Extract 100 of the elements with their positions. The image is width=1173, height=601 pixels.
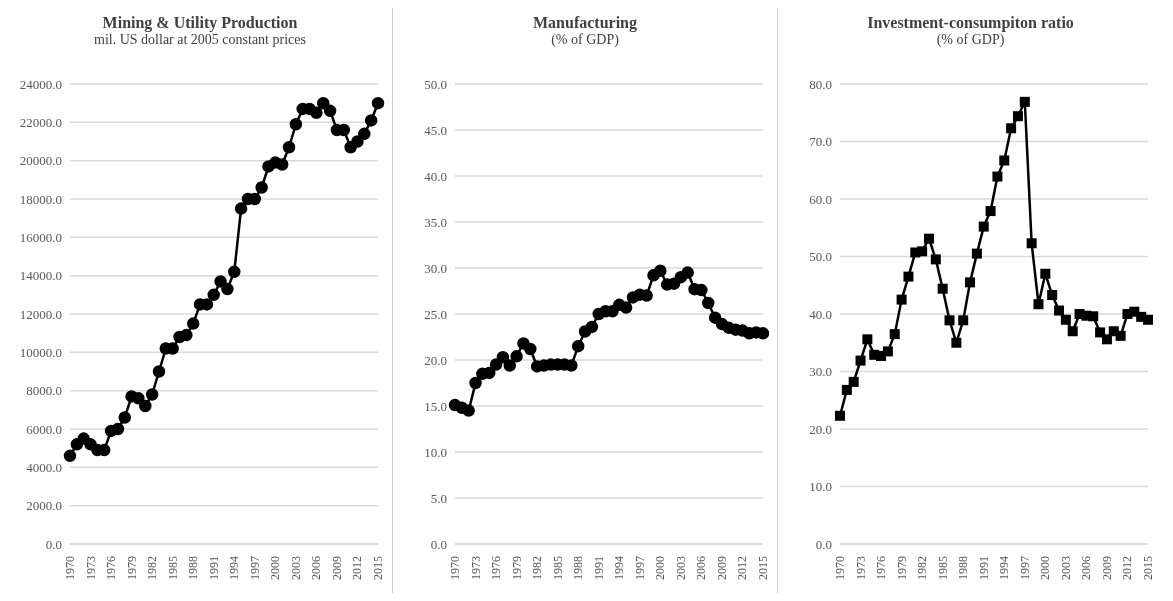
point bbox=[1054, 305, 1065, 316]
chart-subtitle: (% of GDP) bbox=[550, 32, 620, 48]
y-tick-label: 22000.0 bbox=[19, 114, 62, 130]
point bbox=[848, 376, 859, 387]
point bbox=[951, 337, 962, 348]
point bbox=[316, 96, 330, 110]
x-tick-label: 1985 bbox=[165, 556, 180, 580]
x-tick-label: 1988 bbox=[571, 556, 586, 580]
point bbox=[1047, 290, 1058, 301]
x-tick-label: 1970 bbox=[63, 556, 77, 580]
x-tick-label: 1988 bbox=[956, 556, 971, 580]
point bbox=[835, 410, 845, 421]
point bbox=[524, 342, 537, 356]
point bbox=[619, 301, 633, 314]
y-tick-label: 24000.0 bbox=[19, 76, 62, 92]
y-tick-label: 6000.0 bbox=[26, 421, 62, 437]
point bbox=[1101, 334, 1112, 345]
point bbox=[118, 411, 132, 424]
x-tick-label: 1973 bbox=[853, 556, 868, 580]
y-tick-label: 20.0 bbox=[809, 421, 832, 437]
point bbox=[882, 346, 893, 357]
point bbox=[965, 277, 976, 288]
x-tick-label: 1985 bbox=[550, 556, 565, 580]
point bbox=[145, 388, 159, 401]
y-tick-label: 70.0 bbox=[809, 134, 832, 150]
point bbox=[917, 246, 928, 257]
x-tick-label: 2012 bbox=[1120, 556, 1135, 580]
point bbox=[207, 288, 220, 302]
point bbox=[282, 141, 296, 154]
point bbox=[1060, 314, 1071, 325]
point bbox=[351, 135, 364, 148]
point bbox=[903, 271, 914, 282]
point bbox=[841, 384, 852, 395]
y-tick-label: 15.0 bbox=[424, 398, 447, 414]
x-tick-label: 2015 bbox=[1141, 556, 1155, 580]
x-tick-label: 1997 bbox=[247, 556, 262, 580]
y-tick-label: 10.0 bbox=[424, 444, 447, 460]
point bbox=[214, 275, 227, 288]
y-tick-label: 20000.0 bbox=[19, 153, 62, 169]
x-tick-label: 1970 bbox=[448, 556, 462, 580]
y-tick-label: 50.0 bbox=[809, 249, 832, 265]
point bbox=[571, 339, 585, 353]
point bbox=[371, 96, 385, 110]
y-tick-label: 30.0 bbox=[809, 364, 832, 380]
point bbox=[1006, 123, 1017, 134]
point bbox=[1115, 330, 1126, 341]
point bbox=[1040, 268, 1051, 279]
x-tick-label: 2000 bbox=[1038, 556, 1053, 580]
y-tick-label: 35.0 bbox=[424, 214, 447, 230]
chart-title: Manufacturing bbox=[532, 14, 638, 32]
point bbox=[234, 202, 248, 215]
point bbox=[1033, 299, 1044, 310]
point bbox=[469, 376, 482, 390]
x-tick-label: 1997 bbox=[1017, 556, 1032, 580]
point bbox=[462, 404, 475, 417]
point bbox=[111, 422, 125, 436]
x-tick-label: 2012 bbox=[350, 556, 365, 580]
x-tick-label: 2000 bbox=[653, 556, 668, 580]
y-tick-label: 10000.0 bbox=[19, 344, 62, 360]
y-tick-label: 80.0 bbox=[809, 76, 832, 92]
x-tick-label: 1994 bbox=[612, 556, 627, 580]
point bbox=[695, 283, 708, 297]
y-tick-label: 40.0 bbox=[424, 168, 447, 184]
point bbox=[228, 265, 241, 279]
x-tick-label: 2003 bbox=[673, 556, 688, 580]
point bbox=[701, 296, 715, 310]
y-tick-label: 16000.0 bbox=[19, 229, 62, 245]
x-tick-label: 1976 bbox=[104, 556, 119, 580]
point bbox=[862, 334, 873, 345]
x-tick-label: 1982 bbox=[530, 556, 545, 580]
x-tick-label: 1994 bbox=[997, 556, 1012, 580]
point bbox=[221, 282, 234, 296]
point bbox=[896, 294, 907, 305]
point bbox=[1088, 311, 1099, 322]
chart-subtitle: (% of GDP) bbox=[935, 32, 1006, 48]
x-tick-label: 1982 bbox=[145, 556, 160, 580]
x-tick-label: 1976 bbox=[874, 556, 889, 580]
point bbox=[971, 248, 982, 259]
y-tick-label: 45.0 bbox=[424, 122, 447, 138]
point bbox=[1143, 314, 1153, 325]
point bbox=[364, 114, 378, 127]
x-tick-label: 1991 bbox=[591, 556, 606, 580]
y-tick-label: 0.0 bbox=[430, 536, 447, 552]
y-tick-label: 10.0 bbox=[809, 479, 832, 495]
x-tick-label: 2012 bbox=[735, 556, 750, 580]
y-tick-label: 12000.0 bbox=[19, 306, 62, 322]
point bbox=[654, 264, 667, 278]
x-tick-label: 1991 bbox=[976, 556, 991, 580]
point bbox=[63, 449, 77, 463]
x-tick-label: 2015 bbox=[756, 556, 770, 580]
point bbox=[289, 118, 303, 131]
y-tick-label: 18000.0 bbox=[19, 191, 62, 207]
point bbox=[958, 315, 969, 326]
x-tick-label: 1988 bbox=[186, 556, 201, 580]
point bbox=[152, 365, 166, 378]
point bbox=[992, 171, 1003, 182]
point bbox=[681, 266, 694, 279]
x-tick-label: 1979 bbox=[894, 556, 909, 580]
x-tick-label: 2009 bbox=[714, 556, 729, 580]
point bbox=[944, 315, 955, 326]
